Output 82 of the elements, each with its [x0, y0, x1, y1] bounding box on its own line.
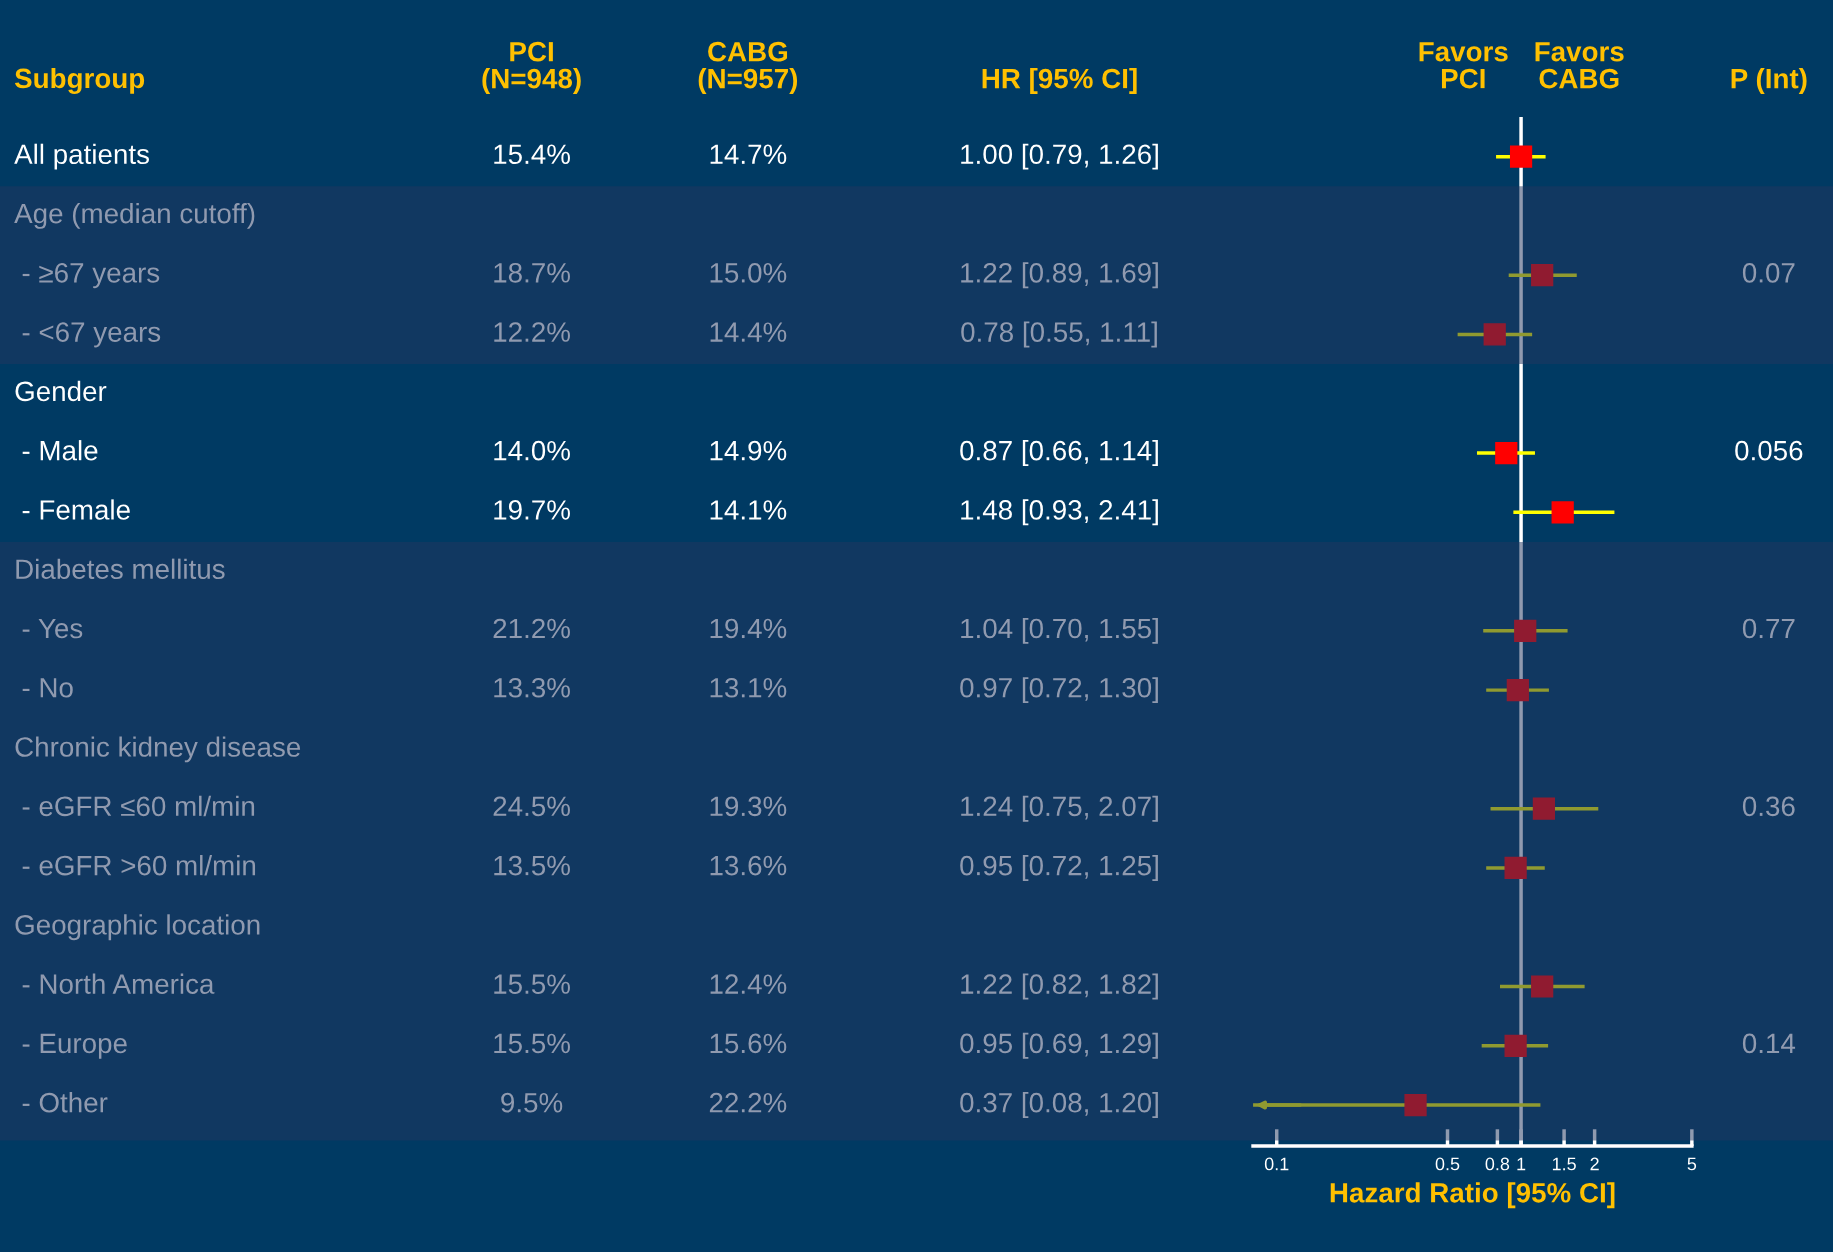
x-tick-label: 0.1 — [1264, 1157, 1289, 1171]
data-label: 19.4% — [710, 618, 787, 639]
category-label: - No — [22, 678, 73, 698]
x-axis-title: Hazard Ratio [95% CI] — [1330, 1182, 1615, 1209]
category-label: Chronic kidney disease — [15, 736, 301, 763]
text: PCI (N=948) — [482, 41, 581, 94]
text: CABG (N=957) — [698, 41, 798, 94]
x-tick-label: 0.5 — [1435, 1157, 1460, 1171]
text: P (Int) — [1731, 68, 1807, 94]
data-label: 1.48 [0.93, 2.41] — [961, 499, 1158, 526]
data-label: 0.78 [0.55, 1.11] — [961, 321, 1157, 348]
point — [1509, 145, 1533, 168]
x-tick-label: 5 — [1687, 1157, 1697, 1171]
text: Favors CABG — [1535, 42, 1624, 89]
data-label: 13.1% — [710, 677, 787, 698]
point — [1514, 619, 1537, 642]
category-label: - ≥67 years — [22, 262, 160, 289]
data-label: 22.2% — [709, 1092, 787, 1113]
data-label: 15.5% — [494, 974, 570, 994]
data-label: 21.2% — [493, 618, 570, 639]
data-label: 0.97 [0.72, 1.30] — [960, 677, 1158, 704]
text: Subgroup — [14, 67, 145, 94]
data-label: 15.6% — [710, 1033, 787, 1054]
data-label: 14.0% — [494, 440, 570, 461]
category-label: - Female — [22, 499, 130, 520]
data-label: 1.04 [0.70, 1.55] — [961, 617, 1158, 644]
category-label: - eGFR >60 ml/min — [22, 855, 256, 876]
data-label: 13.5% — [494, 855, 570, 876]
data-label: 0.056 — [1735, 440, 1803, 461]
data-label: 0.14 — [1742, 1033, 1796, 1054]
text: HR [95% CI] — [982, 68, 1137, 94]
data-label: 19.7% — [494, 500, 570, 520]
text: Favors PCI — [1419, 42, 1508, 89]
data-label: 12.2% — [494, 322, 570, 342]
category-label: - Other — [22, 1092, 108, 1113]
point — [1531, 264, 1554, 287]
data-label: 14.9% — [710, 440, 787, 461]
data-label: 0.07 — [1742, 262, 1795, 283]
data-label: 18.7% — [494, 262, 570, 283]
data-label: 9.5% — [501, 1092, 563, 1113]
data-label: 0.36 — [1742, 796, 1795, 817]
data-label: 15.4% — [494, 144, 570, 165]
category-label: - eGFR ≤60 ml/min — [22, 795, 255, 817]
category-label: - <67 years — [22, 322, 161, 348]
data-label: 24.5% — [493, 796, 570, 817]
data-label: 1.24 [0.75, 2.07] — [961, 795, 1158, 822]
data-label: 15.5% — [494, 1033, 570, 1054]
data-label: 13.3% — [494, 677, 570, 698]
data-label: 0.95 [0.72, 1.25] — [960, 855, 1158, 881]
x-tick-label: 1 — [1517, 1157, 1526, 1171]
point — [1531, 975, 1554, 998]
point — [1506, 679, 1529, 702]
category-label: - Yes — [22, 618, 83, 639]
x-tick-label: 0.8 — [1485, 1157, 1510, 1171]
category-label: Diabetes mellitus — [16, 558, 225, 580]
point — [1532, 797, 1556, 820]
data-label: 0.87 [0.66, 1.14] — [960, 440, 1158, 466]
category-label: Geographic location — [15, 914, 260, 941]
data-label: 12.4% — [710, 974, 787, 994]
point — [1504, 856, 1527, 880]
data-label: 0.95 [0.69, 1.29] — [960, 1032, 1158, 1059]
data-label: 0.77 — [1742, 618, 1795, 639]
data-label: 19.3% — [710, 796, 787, 817]
data-label: 14.4% — [710, 322, 787, 342]
data-label: 1.00 [0.79, 1.26] — [961, 143, 1158, 170]
category-label: Gender — [15, 380, 107, 402]
data-label: 14.1% — [710, 500, 787, 520]
category-label: Age (median cutoff) — [14, 202, 255, 229]
category-label: All patients — [14, 143, 149, 170]
category-label: - North America — [22, 973, 215, 994]
data-label: 0.37 [0.08, 1.20] — [960, 1092, 1158, 1118]
point — [1504, 1034, 1527, 1057]
x-tick-label: 2 — [1590, 1157, 1599, 1171]
category-label: - Male — [22, 440, 98, 461]
x-tick-label: 1.5 — [1552, 1157, 1576, 1171]
data-label: 15.0% — [710, 262, 787, 283]
category-label: - Europe — [22, 1033, 127, 1059]
data-label: 14.7% — [710, 144, 787, 164]
point — [1495, 441, 1518, 465]
data-label: 13.6% — [710, 855, 787, 876]
data-label: 1.22 [0.82, 1.82] — [961, 973, 1158, 1000]
data-label: 1.22 [0.89, 1.69] — [961, 262, 1158, 289]
